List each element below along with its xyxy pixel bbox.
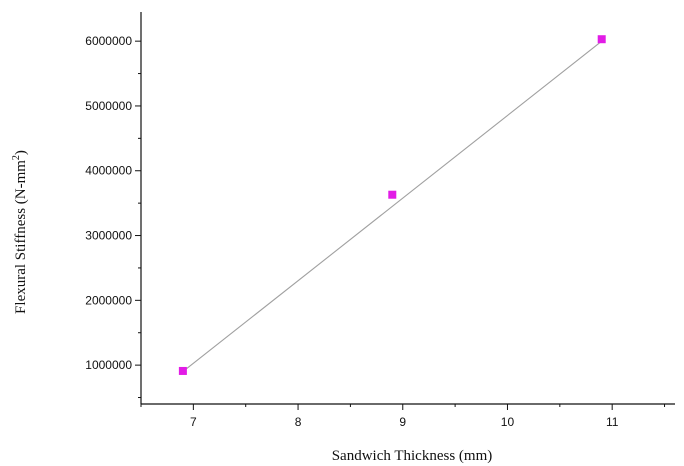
y-tick-label: 5000000: [85, 99, 132, 113]
y-axis-title-main: Flexural Stiffness (N-mm: [13, 160, 29, 314]
data-points: [178, 35, 606, 375]
x-tick-label: 11: [606, 415, 619, 429]
y-tick-label: 3000000: [85, 229, 132, 243]
fit-line: [182, 40, 603, 373]
x-tick-label: 10: [501, 415, 515, 429]
y-axis-title-superscript: 2: [11, 155, 22, 160]
x-tick-label: 8: [295, 415, 302, 429]
y-axis-title-end: ): [13, 150, 29, 155]
y-tick-label: 4000000: [85, 164, 132, 178]
plot-area: [178, 35, 606, 375]
data-point: [597, 35, 606, 44]
x-tick-label: 9: [399, 415, 406, 429]
data-point: [388, 190, 397, 199]
data-point: [178, 366, 187, 375]
x-axis-title: Sandwich Thickness (mm): [332, 448, 493, 464]
y-tick-label: 1000000: [85, 358, 132, 372]
axes: [140, 12, 675, 405]
x-ticks: 7 8 9 10 11: [140, 404, 666, 429]
y-axis-title: Flexural Stiffness (N-mm2): [11, 150, 29, 314]
y-ticks: 1000000 2000000 3000000 4000000 5000000 60000…: [85, 34, 141, 399]
y-tick-label: 2000000: [85, 293, 132, 307]
x-tick-label: 7: [190, 415, 197, 429]
y-tick-label: 6000000: [85, 34, 132, 48]
